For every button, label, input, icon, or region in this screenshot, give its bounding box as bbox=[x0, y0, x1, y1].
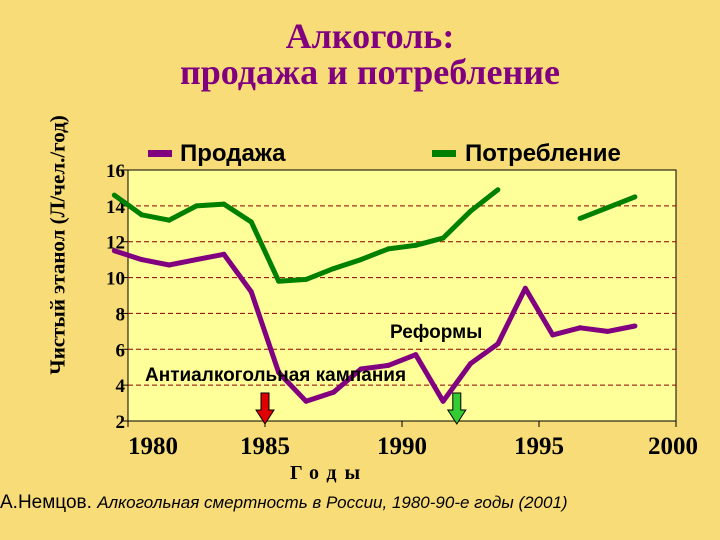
data-point-consumption bbox=[577, 215, 583, 221]
source-work: Алкогольная смертность в России, 1980-90… bbox=[97, 493, 568, 512]
annotation-antialcohol-campaign: Антиалкогольная кампания bbox=[145, 365, 406, 386]
data-point-consumption bbox=[495, 187, 501, 193]
data-point-sales bbox=[331, 389, 336, 395]
data-point-sales bbox=[605, 328, 610, 334]
x-tick-label: 1985 bbox=[240, 433, 290, 460]
data-point-sales bbox=[385, 362, 391, 368]
data-point-consumption bbox=[605, 205, 610, 211]
y-tick-label: 8 bbox=[116, 304, 126, 325]
legend-swatch-sales bbox=[148, 150, 172, 157]
data-point-sales bbox=[577, 325, 583, 331]
legend-swatch-consumption bbox=[432, 150, 456, 157]
data-point-consumption bbox=[632, 194, 638, 200]
y-tick-label: 10 bbox=[106, 269, 125, 290]
grid-lines bbox=[128, 205, 676, 386]
event-marker-arrow bbox=[255, 392, 275, 425]
data-point-consumption bbox=[385, 246, 391, 252]
source-author: А.Немцов. bbox=[0, 492, 92, 513]
data-point-consumption bbox=[139, 212, 145, 218]
x-ticks: 1980 1985 1990 1995 2000 bbox=[127, 421, 698, 460]
data-point-sales bbox=[139, 257, 145, 263]
x-tick-label: 1980 bbox=[128, 433, 178, 460]
data-point-sales bbox=[522, 285, 528, 291]
event-marker-arrow bbox=[446, 392, 467, 425]
data-point-consumption bbox=[440, 235, 446, 241]
y-tick-label: 2 bbox=[116, 412, 126, 433]
data-point-sales bbox=[440, 398, 446, 404]
annotation-reforms: Реформы bbox=[390, 322, 482, 343]
data-point-consumption bbox=[276, 278, 282, 284]
chart-title-line-1: Алкоголь: bbox=[285, 16, 455, 56]
data-point-sales bbox=[111, 248, 117, 254]
data-point-sales bbox=[166, 262, 172, 268]
series-layer bbox=[111, 187, 638, 404]
data-point-sales bbox=[276, 370, 282, 376]
y-tick-label: 4 bbox=[116, 376, 126, 397]
data-point-sales bbox=[221, 251, 227, 257]
data-point-sales bbox=[358, 366, 364, 372]
data-point-consumption bbox=[111, 192, 117, 198]
data-point-sales bbox=[550, 332, 556, 338]
data-point-consumption bbox=[331, 266, 336, 272]
data-point-consumption bbox=[166, 217, 172, 223]
data-point-sales bbox=[303, 398, 309, 404]
x-axis-label: Годы bbox=[290, 462, 369, 484]
data-point-sales bbox=[413, 352, 419, 358]
y-tick-label: 12 bbox=[106, 233, 125, 254]
data-point-consumption bbox=[303, 276, 309, 282]
x-tick-label: 1995 bbox=[514, 433, 564, 460]
legend-label-sales: Продажа bbox=[180, 140, 286, 167]
marker-layer bbox=[255, 392, 467, 425]
data-point-consumption bbox=[194, 203, 199, 209]
data-point-sales bbox=[248, 289, 254, 295]
x-tick-label: 2000 bbox=[648, 433, 698, 460]
data-point-sales bbox=[495, 341, 501, 347]
y-tick-label: 6 bbox=[116, 340, 126, 361]
data-point-consumption bbox=[221, 201, 227, 207]
plot-area bbox=[127, 169, 677, 422]
x-tick-label: 1990 bbox=[377, 433, 427, 460]
data-point-sales bbox=[468, 361, 473, 367]
chart-title: Алкоголь: продажа и потребление bbox=[150, 18, 590, 90]
data-point-sales bbox=[632, 323, 638, 329]
series-line-sales bbox=[113, 248, 636, 404]
data-point-consumption bbox=[468, 208, 473, 214]
legend-label-consumption: Потребление bbox=[465, 140, 621, 167]
data-point-consumption bbox=[248, 219, 254, 225]
data-point-consumption bbox=[358, 257, 364, 263]
chart-title-line-2: продажа и потребление bbox=[180, 52, 560, 92]
source-citation: А.Немцов. Алкогольная смертность в Росси… bbox=[0, 492, 720, 514]
data-point-sales bbox=[194, 257, 199, 263]
y-tick-label: 16 bbox=[106, 161, 125, 182]
data-point-consumption bbox=[413, 242, 419, 248]
legend: Продажа Потребление bbox=[148, 140, 621, 167]
